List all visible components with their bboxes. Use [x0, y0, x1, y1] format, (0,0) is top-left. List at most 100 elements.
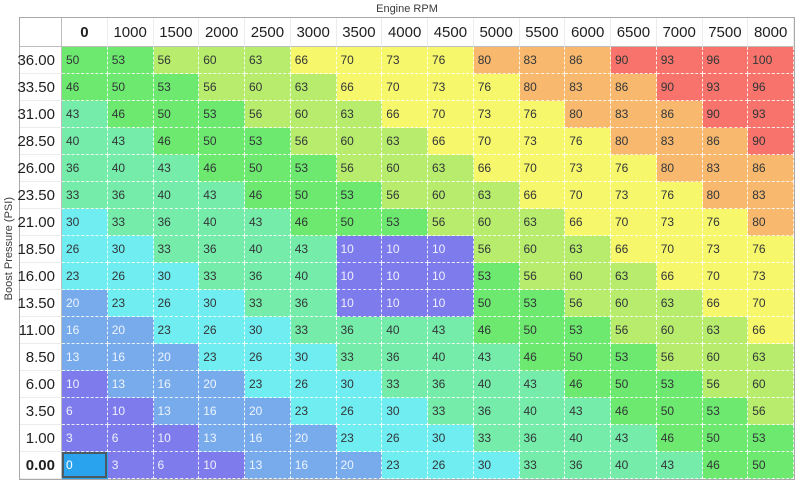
value-cell[interactable]: 26: [382, 425, 428, 452]
value-cell[interactable]: 50: [519, 317, 566, 344]
value-cell[interactable]: 50: [473, 290, 520, 317]
value-cell[interactable]: 43: [611, 425, 657, 452]
value-cell[interactable]: 53: [107, 47, 154, 74]
value-cell[interactable]: 86: [656, 101, 703, 128]
value-cell[interactable]: 96: [702, 47, 749, 74]
value-cell[interactable]: 63: [245, 47, 291, 74]
value-cell[interactable]: 66: [382, 101, 428, 128]
value-cell[interactable]: 36: [199, 236, 245, 263]
value-cell[interactable]: 20: [62, 290, 108, 317]
value-cell[interactable]: 26: [336, 398, 383, 425]
row-header-13.50[interactable]: 13.50: [17, 290, 62, 317]
value-cell[interactable]: 63: [748, 344, 794, 371]
value-cell[interactable]: 23: [153, 317, 200, 344]
value-cell[interactable]: 50: [107, 74, 154, 101]
value-cell[interactable]: 40: [290, 263, 337, 290]
value-cell[interactable]: 10: [428, 263, 474, 290]
row-header-0.00[interactable]: 0.00: [20, 452, 62, 479]
value-cell[interactable]: 36: [62, 155, 108, 182]
value-cell[interactable]: 56: [519, 263, 566, 290]
value-cell[interactable]: 33: [62, 182, 108, 209]
value-cell[interactable]: 43: [428, 317, 474, 344]
row-header-6.00[interactable]: 6.00: [20, 371, 62, 398]
value-cell[interactable]: 56: [199, 74, 245, 101]
value-cell[interactable]: 36: [245, 263, 291, 290]
value-cell[interactable]: 46: [153, 128, 200, 155]
value-cell[interactable]: 36: [382, 344, 428, 371]
value-cell[interactable]: 50: [336, 209, 383, 236]
value-cell[interactable]: 63: [336, 101, 383, 128]
value-cell[interactable]: 80: [519, 74, 566, 101]
value-cell[interactable]: 56: [748, 398, 794, 425]
value-cell[interactable]: 60: [656, 317, 703, 344]
value-cell[interactable]: 33: [245, 290, 291, 317]
value-cell[interactable]: 33: [519, 452, 566, 479]
value-cell[interactable]: 36: [153, 209, 200, 236]
value-cell[interactable]: 40: [519, 398, 566, 425]
value-cell[interactable]: 33: [428, 398, 474, 425]
value-cell[interactable]: 36: [428, 371, 474, 398]
value-cell[interactable]: 30: [428, 425, 474, 452]
value-cell[interactable]: 60: [199, 47, 245, 74]
value-cell[interactable]: 50: [748, 452, 794, 479]
value-cell[interactable]: 26: [153, 290, 200, 317]
column-header-2500[interactable]: 2500: [245, 18, 291, 47]
column-header-0[interactable]: 0: [62, 18, 108, 47]
value-cell[interactable]: 66: [702, 290, 749, 317]
value-cell[interactable]: 56: [153, 47, 200, 74]
value-cell[interactable]: 16: [290, 452, 337, 479]
value-cell[interactable]: 6: [62, 398, 108, 425]
value-cell[interactable]: 23: [382, 452, 428, 479]
value-cell[interactable]: 26: [245, 344, 291, 371]
value-cell[interactable]: 23: [336, 425, 383, 452]
value-cell[interactable]: 53: [611, 344, 657, 371]
value-cell[interactable]: 10: [199, 452, 245, 479]
value-cell[interactable]: 60: [382, 155, 428, 182]
value-cell[interactable]: 10: [382, 290, 428, 317]
value-cell[interactable]: 40: [565, 425, 611, 452]
value-cell[interactable]: 60: [336, 128, 383, 155]
value-cell[interactable]: 56: [382, 182, 428, 209]
row-header-16.00[interactable]: 16.00: [17, 263, 62, 290]
value-cell[interactable]: 73: [382, 47, 428, 74]
value-cell[interactable]: 10: [382, 236, 428, 263]
value-cell[interactable]: 10: [107, 398, 154, 425]
value-cell[interactable]: 10: [428, 236, 474, 263]
value-cell[interactable]: 53: [336, 182, 383, 209]
value-cell[interactable]: 83: [519, 47, 566, 74]
value-cell[interactable]: 53: [519, 290, 566, 317]
value-cell[interactable]: 13: [153, 398, 200, 425]
value-cell[interactable]: 53: [290, 155, 337, 182]
value-cell[interactable]: 73: [611, 182, 657, 209]
value-cell[interactable]: 53: [565, 317, 611, 344]
value-cell[interactable]: 80: [702, 182, 749, 209]
value-cell[interactable]: 70: [702, 263, 749, 290]
value-cell[interactable]: 73: [473, 101, 520, 128]
value-cell[interactable]: 66: [336, 74, 383, 101]
value-cell[interactable]: 83: [748, 182, 794, 209]
value-cell[interactable]: 16: [245, 425, 291, 452]
column-header-6500[interactable]: 6500: [611, 18, 657, 47]
value-cell[interactable]: 26: [62, 236, 108, 263]
value-cell[interactable]: 20: [153, 344, 200, 371]
column-header-7500[interactable]: 7500: [702, 18, 749, 47]
row-header-3.50[interactable]: 3.50: [20, 398, 62, 425]
value-cell[interactable]: 76: [519, 101, 566, 128]
value-cell[interactable]: 56: [336, 155, 383, 182]
value-cell[interactable]: 56: [565, 290, 611, 317]
value-cell[interactable]: 36: [336, 317, 383, 344]
value-cell[interactable]: 30: [107, 236, 154, 263]
value-cell[interactable]: 23: [107, 290, 154, 317]
value-cell[interactable]: 73: [702, 236, 749, 263]
value-cell[interactable]: 40: [473, 371, 520, 398]
value-cell[interactable]: 30: [382, 398, 428, 425]
value-cell[interactable]: 53: [199, 101, 245, 128]
value-cell[interactable]: 63: [519, 209, 566, 236]
value-cell[interactable]: 76: [473, 74, 520, 101]
column-header-4500[interactable]: 4500: [428, 18, 474, 47]
column-header-6000[interactable]: 6000: [565, 18, 611, 47]
value-cell[interactable]: 83: [565, 74, 611, 101]
value-cell[interactable]: 46: [107, 101, 154, 128]
value-cell[interactable]: 56: [290, 128, 337, 155]
value-cell[interactable]: 36: [565, 452, 611, 479]
